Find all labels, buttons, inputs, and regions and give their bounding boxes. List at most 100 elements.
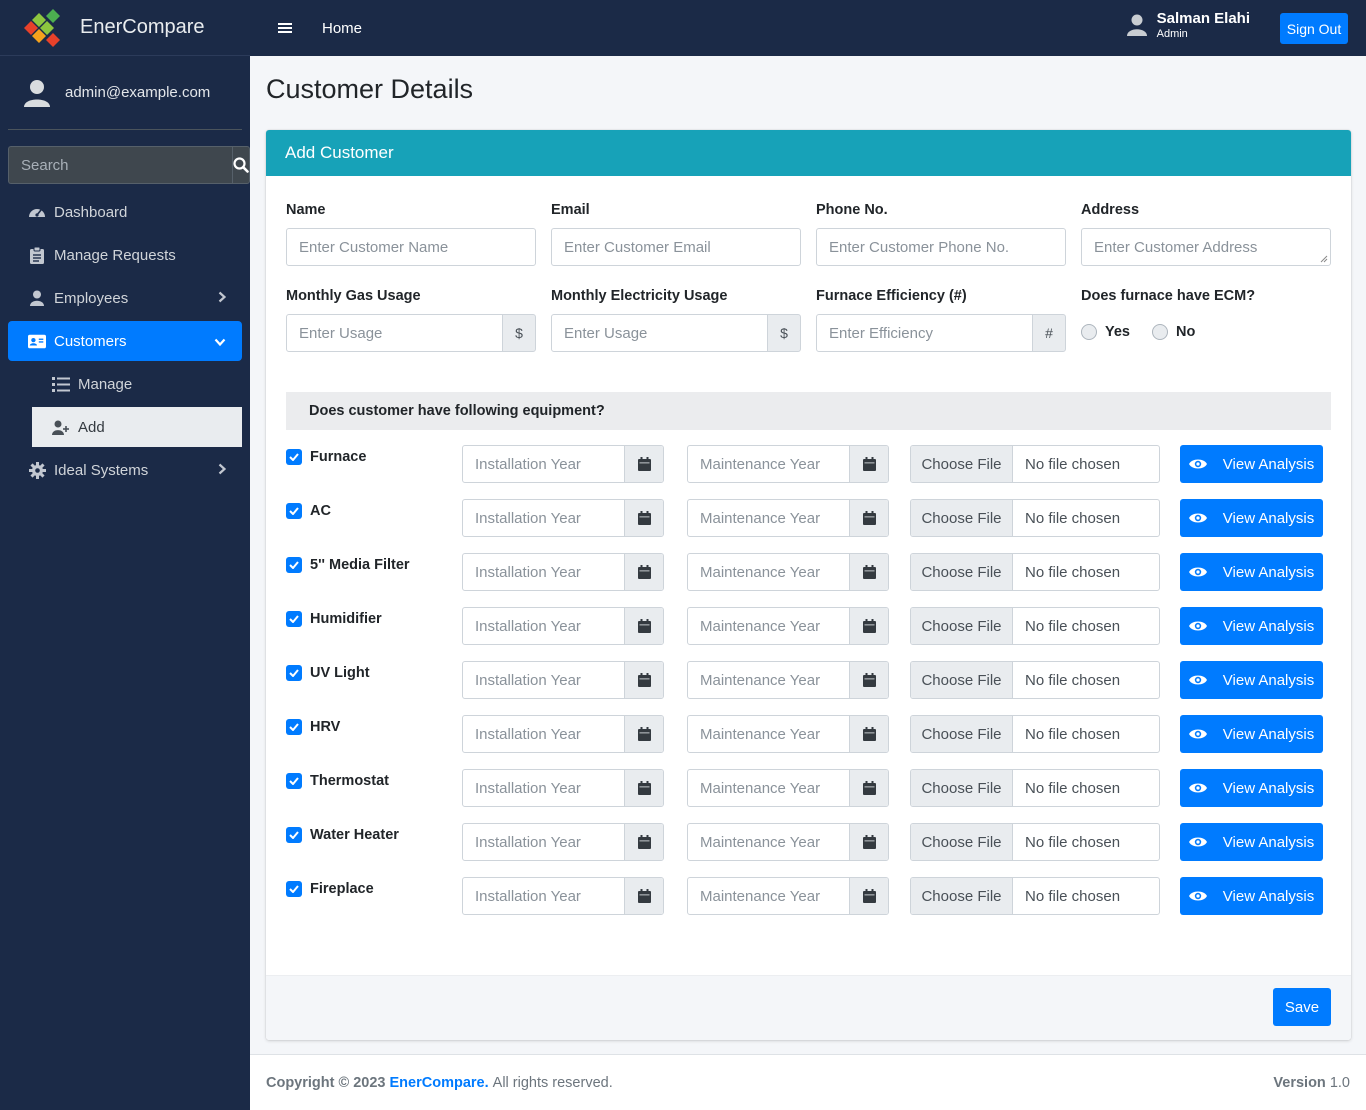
email-field[interactable]: Enter Customer Email [551,228,801,266]
installation-year-input[interactable]: Installation Year [462,499,664,537]
calendar-icon[interactable] [624,878,663,914]
maintenance-year-input[interactable]: Maintenance Year [687,877,889,915]
brand[interactable]: EnerCompare [0,0,250,56]
choose-file-button[interactable]: Choose File [911,446,1013,482]
file-input[interactable]: Choose File No file chosen [910,823,1160,861]
sidebar-item-dashboard[interactable]: Dashboard [8,192,242,232]
equipment-checkbox[interactable] [286,719,302,735]
calendar-icon[interactable] [849,662,888,698]
choose-file-button[interactable]: Choose File [911,824,1013,860]
installation-year-input[interactable]: Installation Year [462,715,664,753]
installation-year-input[interactable]: Installation Year [462,445,664,483]
calendar-icon[interactable] [624,554,663,590]
equipment-checkbox[interactable] [286,773,302,789]
calendar-icon[interactable] [624,608,663,644]
view-analysis-button[interactable]: View Analysis [1180,715,1323,753]
installation-year-input[interactable]: Installation Year [462,823,664,861]
equipment-checkbox[interactable] [286,665,302,681]
view-analysis-button[interactable]: View Analysis [1180,499,1323,537]
maintenance-year-input[interactable]: Maintenance Year [687,499,889,537]
maintenance-year-input[interactable]: Maintenance Year [687,715,889,753]
file-input[interactable]: Choose File No file chosen [910,769,1160,807]
calendar-icon[interactable] [849,446,888,482]
calendar-icon[interactable] [849,878,888,914]
home-link[interactable]: Home [322,19,363,37]
user-panel[interactable]: admin@example.com [8,56,242,130]
file-input[interactable]: Choose File No file chosen [910,499,1160,537]
equipment-checkbox[interactable] [286,557,302,573]
view-analysis-button[interactable]: View Analysis [1180,823,1323,861]
sidebar-item-manage-requests[interactable]: Manage Requests [8,235,242,275]
file-input[interactable]: Choose File No file chosen [910,607,1160,645]
sidebar-item-employees[interactable]: Employees [8,278,242,318]
name-field[interactable]: Enter Customer Name [286,228,536,266]
electricity-usage-field[interactable]: Enter Usage [551,314,768,352]
equipment-checkbox[interactable] [286,611,302,627]
equipment-checkbox[interactable] [286,449,302,465]
view-analysis-button[interactable]: View Analysis [1180,661,1323,699]
view-analysis-button[interactable]: View Analysis [1180,769,1323,807]
installation-year-input[interactable]: Installation Year [462,877,664,915]
choose-file-button[interactable]: Choose File [911,878,1013,914]
calendar-icon[interactable] [849,500,888,536]
maintenance-year-input[interactable]: Maintenance Year [687,823,889,861]
view-analysis-button[interactable]: View Analysis [1180,877,1323,915]
equipment-checkbox[interactable] [286,503,302,519]
file-input[interactable]: Choose File No file chosen [910,661,1160,699]
sign-out-button[interactable]: Sign Out [1280,13,1348,44]
maintenance-year-input[interactable]: Maintenance Year [687,553,889,591]
footer-brand-link[interactable]: EnerCompare. [389,1074,489,1091]
calendar-icon[interactable] [849,770,888,806]
calendar-icon[interactable] [849,716,888,752]
maintenance-year-input[interactable]: Maintenance Year [687,445,889,483]
choose-file-button[interactable]: Choose File [911,554,1013,590]
calendar-icon[interactable] [624,770,663,806]
calendar-icon[interactable] [624,716,663,752]
choose-file-button[interactable]: Choose File [911,500,1013,536]
equipment-checkbox[interactable] [286,827,302,843]
file-input[interactable]: Choose File No file chosen [910,877,1160,915]
view-analysis-button[interactable]: View Analysis [1180,607,1323,645]
search-input[interactable] [8,146,232,184]
sidebar-item-manage[interactable]: Manage [32,364,242,404]
maintenance-year-input[interactable]: Maintenance Year [687,769,889,807]
choose-file-button[interactable]: Choose File [911,608,1013,644]
calendar-icon[interactable] [849,824,888,860]
hamburger-menu-icon[interactable] [278,21,292,35]
calendar-icon[interactable] [624,824,663,860]
gas-usage-field[interactable]: Enter Usage [286,314,503,352]
choose-file-button[interactable]: Choose File [911,716,1013,752]
radio-circle[interactable] [1152,324,1168,340]
search-button[interactable] [232,146,250,184]
view-analysis-button[interactable]: View Analysis [1180,553,1323,591]
choose-file-button[interactable]: Choose File [911,662,1013,698]
ecm-no-radio[interactable]: No [1152,324,1195,340]
calendar-icon[interactable] [624,446,663,482]
save-button[interactable]: Save [1273,988,1331,1026]
sidebar-item-ideal-systems[interactable]: Ideal Systems [8,450,242,490]
furnace-efficiency-field[interactable]: Enter Efficiency [816,314,1033,352]
installation-year-input[interactable]: Installation Year [462,553,664,591]
file-input[interactable]: Choose File No file chosen [910,553,1160,591]
address-field[interactable]: Enter Customer Address [1081,228,1331,266]
phone-field[interactable]: Enter Customer Phone No. [816,228,1066,266]
installation-year-input[interactable]: Installation Year [462,607,664,645]
calendar-icon[interactable] [624,500,663,536]
calendar-icon[interactable] [849,608,888,644]
installation-year-input[interactable]: Installation Year [462,769,664,807]
choose-file-button[interactable]: Choose File [911,770,1013,806]
file-input[interactable]: Choose File No file chosen [910,445,1160,483]
header-user[interactable]: Salman Elahi Admin [1126,10,1250,40]
maintenance-year-input[interactable]: Maintenance Year [687,607,889,645]
calendar-icon[interactable] [624,662,663,698]
equipment-checkbox[interactable] [286,881,302,897]
calendar-icon[interactable] [849,554,888,590]
sidebar-item-add[interactable]: Add [32,407,242,447]
maintenance-year-input[interactable]: Maintenance Year [687,661,889,699]
file-input[interactable]: Choose File No file chosen [910,715,1160,753]
installation-year-input[interactable]: Installation Year [462,661,664,699]
view-analysis-button[interactable]: View Analysis [1180,445,1323,483]
sidebar-item-customers[interactable]: Customers [8,321,242,361]
radio-circle[interactable] [1081,324,1097,340]
ecm-yes-radio[interactable]: Yes [1081,324,1130,340]
